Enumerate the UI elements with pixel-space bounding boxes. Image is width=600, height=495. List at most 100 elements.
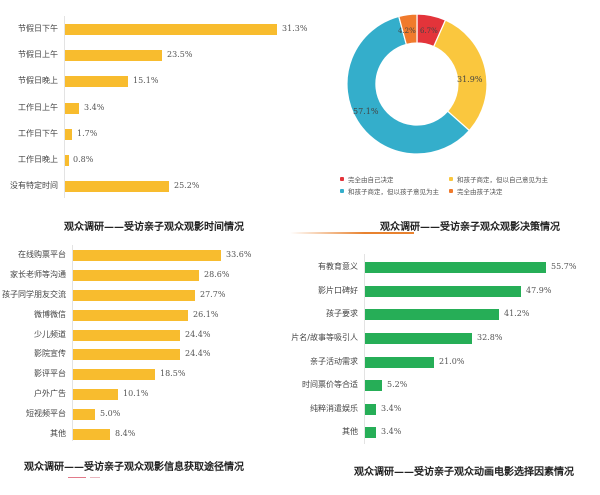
bar-value: 28.6% — [204, 270, 230, 279]
bar — [73, 389, 118, 400]
bar-label: 其他 — [50, 429, 66, 438]
bar — [365, 404, 376, 415]
legend-item: 和孩子商定，但以自己意见为主 — [449, 174, 548, 184]
bar — [365, 309, 499, 320]
bar-label: 工作日晚上 — [18, 155, 58, 164]
bar-label: 短视频平台 — [26, 409, 66, 418]
bar-label: 其他 — [342, 427, 358, 436]
bar-value: 55.7% — [551, 262, 577, 271]
legend-swatch-blue — [340, 189, 344, 193]
bar-label: 影评平台 — [34, 369, 66, 378]
bar-label: 片名/故事等吸引人 — [291, 333, 358, 342]
bar-value: 5.2% — [387, 380, 408, 389]
bar-label: 纯粹消遣娱乐 — [310, 404, 358, 413]
bar-value: 31.3% — [282, 24, 308, 33]
bar-value: 1.7% — [77, 129, 98, 138]
legend-label: 完全由孩子决定 — [457, 188, 503, 196]
bar-value: 27.7% — [200, 290, 226, 299]
legend-item: 完全由自己决定 — [340, 174, 394, 184]
bar — [65, 50, 162, 61]
bar — [73, 290, 195, 301]
bar — [73, 330, 180, 341]
bar-value: 3.4% — [84, 103, 105, 112]
bar-label: 微博微信 — [34, 310, 66, 319]
bar — [65, 76, 128, 87]
chart-viewing-time: 节假日下午 31.3% 节假日上午 23.5% 节假日晚上 15.1% 工作日上… — [0, 0, 307, 235]
bar-value: 3.4% — [381, 404, 402, 413]
y-axis-line — [364, 254, 365, 444]
bar — [365, 380, 382, 391]
bar-value: 47.9% — [526, 286, 552, 295]
legend-label: 和孩子商定，但以孩子意见为主 — [348, 188, 439, 196]
donut-chart — [346, 13, 488, 155]
donut-label-red: 6.7% — [420, 27, 438, 35]
title-decoration — [90, 477, 100, 478]
bar-value: 3.4% — [381, 427, 402, 436]
bar — [365, 427, 376, 438]
bar-value: 15.1% — [133, 76, 159, 85]
y-axis-line — [72, 245, 73, 441]
bar-value: 23.5% — [167, 50, 193, 59]
donut-slice-blue — [346, 15, 471, 155]
y-axis-line — [64, 16, 65, 198]
bar-label: 没有特定时间 — [10, 181, 58, 190]
bar-label: 户外广告 — [34, 389, 66, 398]
chart-title: 观众调研——受访亲子观众观影信息获取途径情况 — [24, 462, 244, 473]
legend-swatch-yellow — [449, 177, 453, 181]
legend-item: 完全由孩子决定 — [449, 186, 503, 196]
bar-label: 节假日上午 — [18, 50, 58, 59]
donut-label-yellow: 31.9% — [457, 75, 483, 84]
bar-value: 21.0% — [439, 357, 465, 366]
title-decoration — [68, 477, 86, 478]
chart-decision: 4.2% 6.7% 31.9% 57.1% 完全由自己决定 和孩子商定，但以自己… — [290, 0, 600, 250]
bar-label: 影院宣传 — [34, 349, 66, 358]
legend-swatch-orange — [449, 189, 453, 193]
chart-selection-factors: 有教育意义 55.7% 影片口碑好 47.9% 孩子要求 41.2% 片名/故事… — [291, 250, 600, 495]
bar-label: 节假日下午 — [18, 24, 58, 33]
bar — [73, 409, 95, 420]
bar-value: 41.2% — [504, 309, 530, 318]
bar-label: 工作日下午 — [18, 129, 58, 138]
bar-value: 8.4% — [115, 429, 136, 438]
bar — [73, 369, 155, 380]
bar-value: 10.1% — [123, 389, 149, 398]
chart-title: 观众调研——受访亲子观众动画电影选择因素情况 — [354, 467, 574, 478]
bar-label: 在线购票平台 — [18, 250, 66, 259]
title-underline — [290, 232, 414, 234]
chart-title: 观众调研——受访亲子观众观影时间情况 — [64, 222, 244, 233]
bar — [73, 270, 199, 281]
bar-label: 孩子要求 — [326, 309, 358, 318]
legend-label: 完全由自己决定 — [348, 176, 394, 184]
bar — [65, 103, 79, 114]
bar — [65, 181, 169, 192]
bar — [65, 24, 277, 35]
bar-label: 工作日上午 — [18, 103, 58, 112]
bar — [65, 129, 72, 140]
bar-value: 5.0% — [100, 409, 121, 418]
chart-title: 观众调研——受访亲子观众观影决策情况 — [380, 222, 560, 233]
bar — [365, 286, 521, 297]
chart-info-source: 在线购票平台 33.6% 家长老师等沟通 28.6% 孩子同学朋友交流 27.7… — [0, 245, 300, 495]
bar-label: 节假日晚上 — [18, 76, 58, 85]
donut-label-orange: 4.2% — [398, 27, 416, 35]
donut-label-blue: 57.1% — [353, 107, 379, 116]
legend-item: 和孩子商定，但以孩子意见为主 — [340, 186, 439, 196]
bar-value: 25.2% — [174, 181, 200, 190]
bar-label: 孩子同学朋友交流 — [2, 290, 66, 299]
bar-label: 少儿频道 — [34, 330, 66, 339]
bar-value: 18.5% — [160, 369, 186, 378]
bar — [65, 155, 69, 166]
bar — [73, 429, 110, 440]
bar-value: 26.1% — [193, 310, 219, 319]
bar — [365, 357, 434, 368]
donut-slice-orange — [398, 13, 418, 46]
bar-label: 家长老师等沟通 — [10, 270, 66, 279]
bar-label: 时间票价等合适 — [302, 380, 358, 389]
bar-value: 33.6% — [226, 250, 252, 259]
bar-value: 24.4% — [185, 330, 211, 339]
bar-value: 32.8% — [477, 333, 503, 342]
legend-swatch-red — [340, 177, 344, 181]
bar-label: 有教育意义 — [318, 262, 358, 271]
bar — [73, 310, 188, 321]
bar — [73, 349, 180, 360]
